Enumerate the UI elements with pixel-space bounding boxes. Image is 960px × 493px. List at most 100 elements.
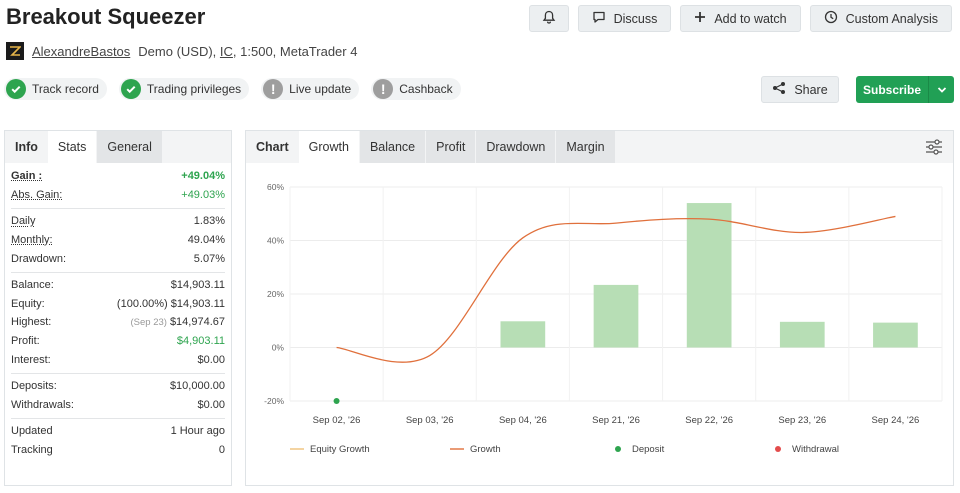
tab-chart[interactable]: Chart	[256, 140, 289, 154]
stat-key[interactable]: Abs. Gain:	[11, 188, 63, 201]
equity-amount: $14,903.11	[170, 297, 225, 310]
growth-chart: 60%40%20%0%-20% Sep 02, '26 Sep 03, '26 Se…	[264, 182, 943, 455]
chevron-down-icon[interactable]	[928, 76, 954, 103]
tab-margin[interactable]: Margin	[556, 131, 615, 163]
badge-cashback[interactable]: ! Cashback	[371, 78, 461, 100]
chart-bar	[779, 321, 825, 348]
custom-analysis-label: Custom Analysis	[845, 11, 938, 26]
x-tick-label: Sep 24, '26	[872, 415, 920, 426]
stat-deposits: Deposits: $10,000.00	[11, 377, 225, 396]
badge-label: Trading privileges	[146, 82, 242, 96]
stat-key: Withdrawals:	[11, 398, 74, 411]
clock-icon	[824, 10, 838, 27]
stats-tabs: Info Stats General	[5, 131, 231, 163]
stat-key: Updated	[11, 425, 53, 438]
stat-key[interactable]: Monthly:	[11, 234, 53, 247]
stat-key: Highest:	[11, 316, 52, 329]
tab-drawdown[interactable]: Drawdown	[476, 131, 556, 163]
stat-profit: Profit: $4,903.11	[11, 332, 225, 351]
stat-value: +49.04%	[181, 170, 225, 183]
x-tick-label: Sep 23, '26	[778, 415, 826, 426]
chart-line	[336, 215, 896, 363]
divider	[11, 208, 225, 210]
x-tick-label: Sep 04, '26	[499, 415, 547, 426]
tab-general[interactable]: General	[97, 131, 162, 163]
plus-icon	[694, 11, 706, 26]
x-tick-label: Sep 02, '26	[313, 415, 361, 426]
page-title: Breakout Squeezer	[6, 4, 206, 29]
legend-label: Withdrawal	[792, 444, 839, 455]
notification-button[interactable]	[528, 5, 569, 32]
growth-line	[336, 215, 896, 363]
stat-value: (Sep 23) $14,974.67	[131, 316, 226, 328]
badge-label: Cashback	[399, 82, 453, 96]
tab-profit[interactable]: Profit	[426, 131, 476, 163]
author-logo	[6, 42, 24, 60]
top-actions: Discuss Add to watch Custom Analysis	[528, 5, 952, 32]
tab-stats[interactable]: Stats	[47, 131, 97, 163]
tab-info[interactable]: Info	[15, 140, 38, 154]
check-icon	[120, 79, 141, 99]
highest-amount: $14,974.67	[169, 316, 225, 329]
chart-panel: Chart Growth Balance Profit Drawdown Mar…	[245, 130, 954, 486]
tab-growth[interactable]: Growth	[298, 131, 359, 163]
stat-balance: Balance: $14,903.11	[11, 276, 225, 295]
subscribe-button[interactable]: Subscribe	[856, 76, 954, 103]
stat-key: Interest:	[11, 353, 51, 366]
broker-link[interactable]: IC	[219, 43, 233, 59]
y-tick-label: 40%	[267, 236, 284, 246]
stat-key[interactable]: Daily	[11, 215, 36, 228]
add-to-watch-button[interactable]: Add to watch	[680, 5, 801, 32]
stat-value: +49.03%	[181, 188, 225, 201]
y-tick-label: 60%	[267, 182, 284, 192]
chart-xticks: Sep 02, '26 Sep 03, '26 Sep 04, '26 Sep 21,…	[313, 415, 920, 426]
chart-markers	[333, 398, 340, 404]
divider	[11, 372, 225, 374]
highest-date: (Sep 23)	[130, 317, 167, 329]
share-button[interactable]: Share	[761, 76, 839, 103]
stat-drawdown: Drawdown: 5.07%	[11, 249, 225, 268]
stat-key: Deposits:	[11, 380, 57, 393]
stat-value: $0.00	[197, 353, 225, 366]
stat-tracking: Tracking 0	[11, 441, 225, 460]
stat-value: 49.04%	[187, 234, 225, 247]
check-icon	[6, 79, 26, 99]
x-tick-label: Sep 22, '26	[685, 415, 733, 426]
stats-panel: Info Stats General Gain : +49.04% Abs. G…	[4, 130, 232, 486]
x-tick-label: Sep 21, '26	[592, 415, 640, 426]
badge-track-record[interactable]: Track record	[4, 78, 107, 100]
divider	[11, 418, 225, 420]
stat-highest: Highest: (Sep 23) $14,974.67	[11, 313, 225, 332]
discuss-button[interactable]: Discuss	[577, 5, 672, 32]
chart-bar	[500, 321, 546, 348]
legend-label: Growth	[470, 444, 501, 455]
chart-bar	[873, 322, 918, 348]
share-icon	[772, 81, 786, 98]
badge-trading-privileges[interactable]: Trading privileges	[118, 78, 250, 100]
y-tick-label: 0%	[272, 343, 285, 353]
account-type: Demo (USD), IC, 1:500, MetaTrader 4	[138, 44, 357, 59]
chart-bar	[593, 284, 639, 348]
stat-value: $14,903.11	[170, 279, 225, 292]
leverage-platform: , 1:500, MetaTrader 4	[232, 43, 358, 59]
comment-icon	[592, 10, 606, 27]
author-link[interactable]: AlexandreBastos	[32, 43, 131, 59]
custom-analysis-button[interactable]: Custom Analysis	[809, 5, 952, 32]
stat-key: Equity:	[11, 297, 45, 310]
deposit-marker	[333, 398, 340, 404]
discuss-label: Discuss	[613, 11, 658, 26]
stat-key[interactable]: Gain :	[11, 170, 43, 183]
tabs-spacer	[615, 131, 915, 163]
add-to-watch-label: Add to watch	[714, 11, 787, 26]
legend-label: Equity Growth	[310, 444, 370, 455]
stat-value: 5.07%	[193, 252, 225, 265]
exclamation-icon: !	[373, 79, 394, 99]
settings-sliders-icon[interactable]	[915, 131, 953, 163]
stat-value: $0.00	[197, 398, 225, 411]
badge-live-update[interactable]: ! Live update	[261, 78, 360, 100]
equity-percent: (100.00%)	[116, 297, 168, 310]
stat-monthly: Monthly: 49.04%	[11, 231, 225, 250]
stat-key: Balance:	[11, 279, 54, 292]
tab-balance[interactable]: Balance	[359, 131, 426, 163]
stat-interest: Interest: $0.00	[11, 350, 225, 369]
